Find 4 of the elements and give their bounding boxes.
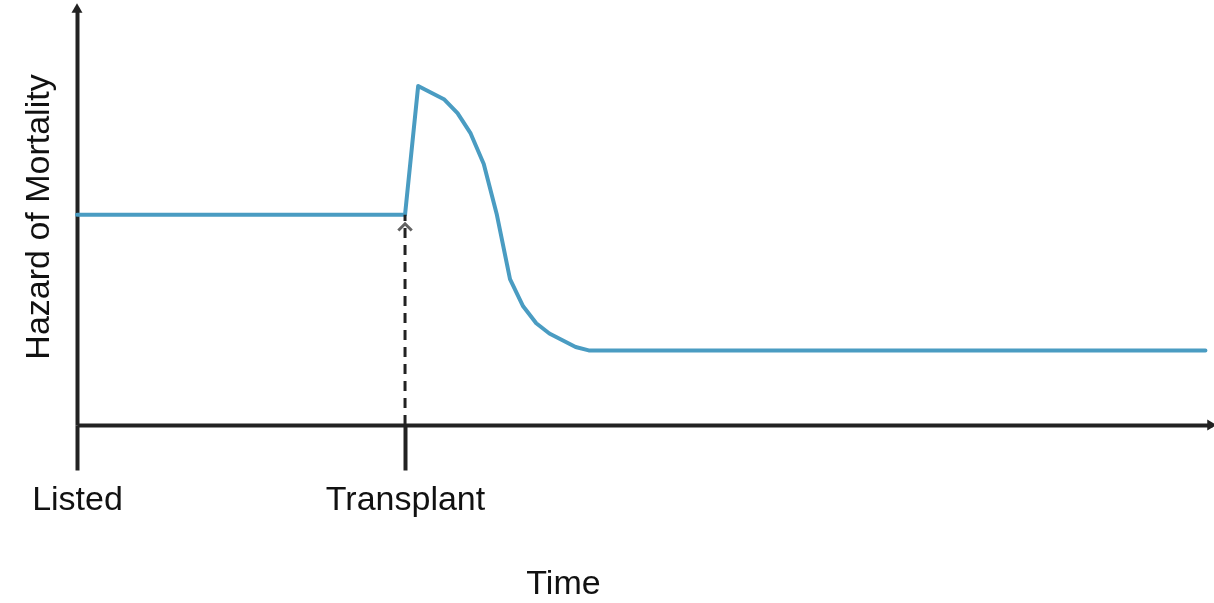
x-axis-title: Time	[526, 562, 601, 601]
x-tick-label: Listed	[32, 478, 123, 517]
y-axis-title: Hazard of Mortality	[17, 74, 56, 360]
x-tick-label: Transplant	[325, 478, 486, 517]
